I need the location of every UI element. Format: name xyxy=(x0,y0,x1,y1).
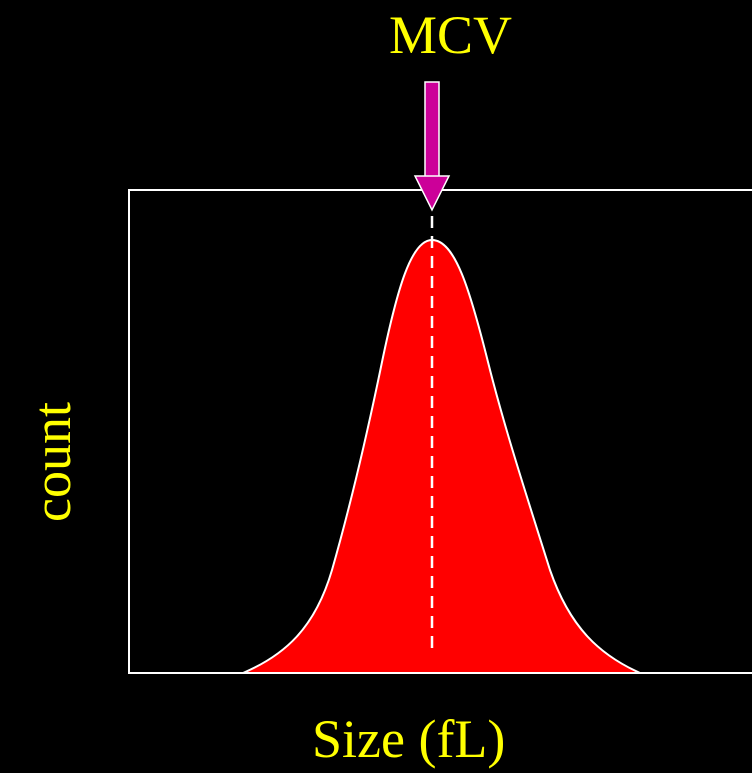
y-axis-label: count xyxy=(22,402,82,522)
mcv-label: MCV xyxy=(389,5,513,65)
distribution-curve xyxy=(242,238,641,674)
x-axis-label: Size (fL) xyxy=(312,709,506,769)
mcv-arrow-icon xyxy=(413,81,451,212)
